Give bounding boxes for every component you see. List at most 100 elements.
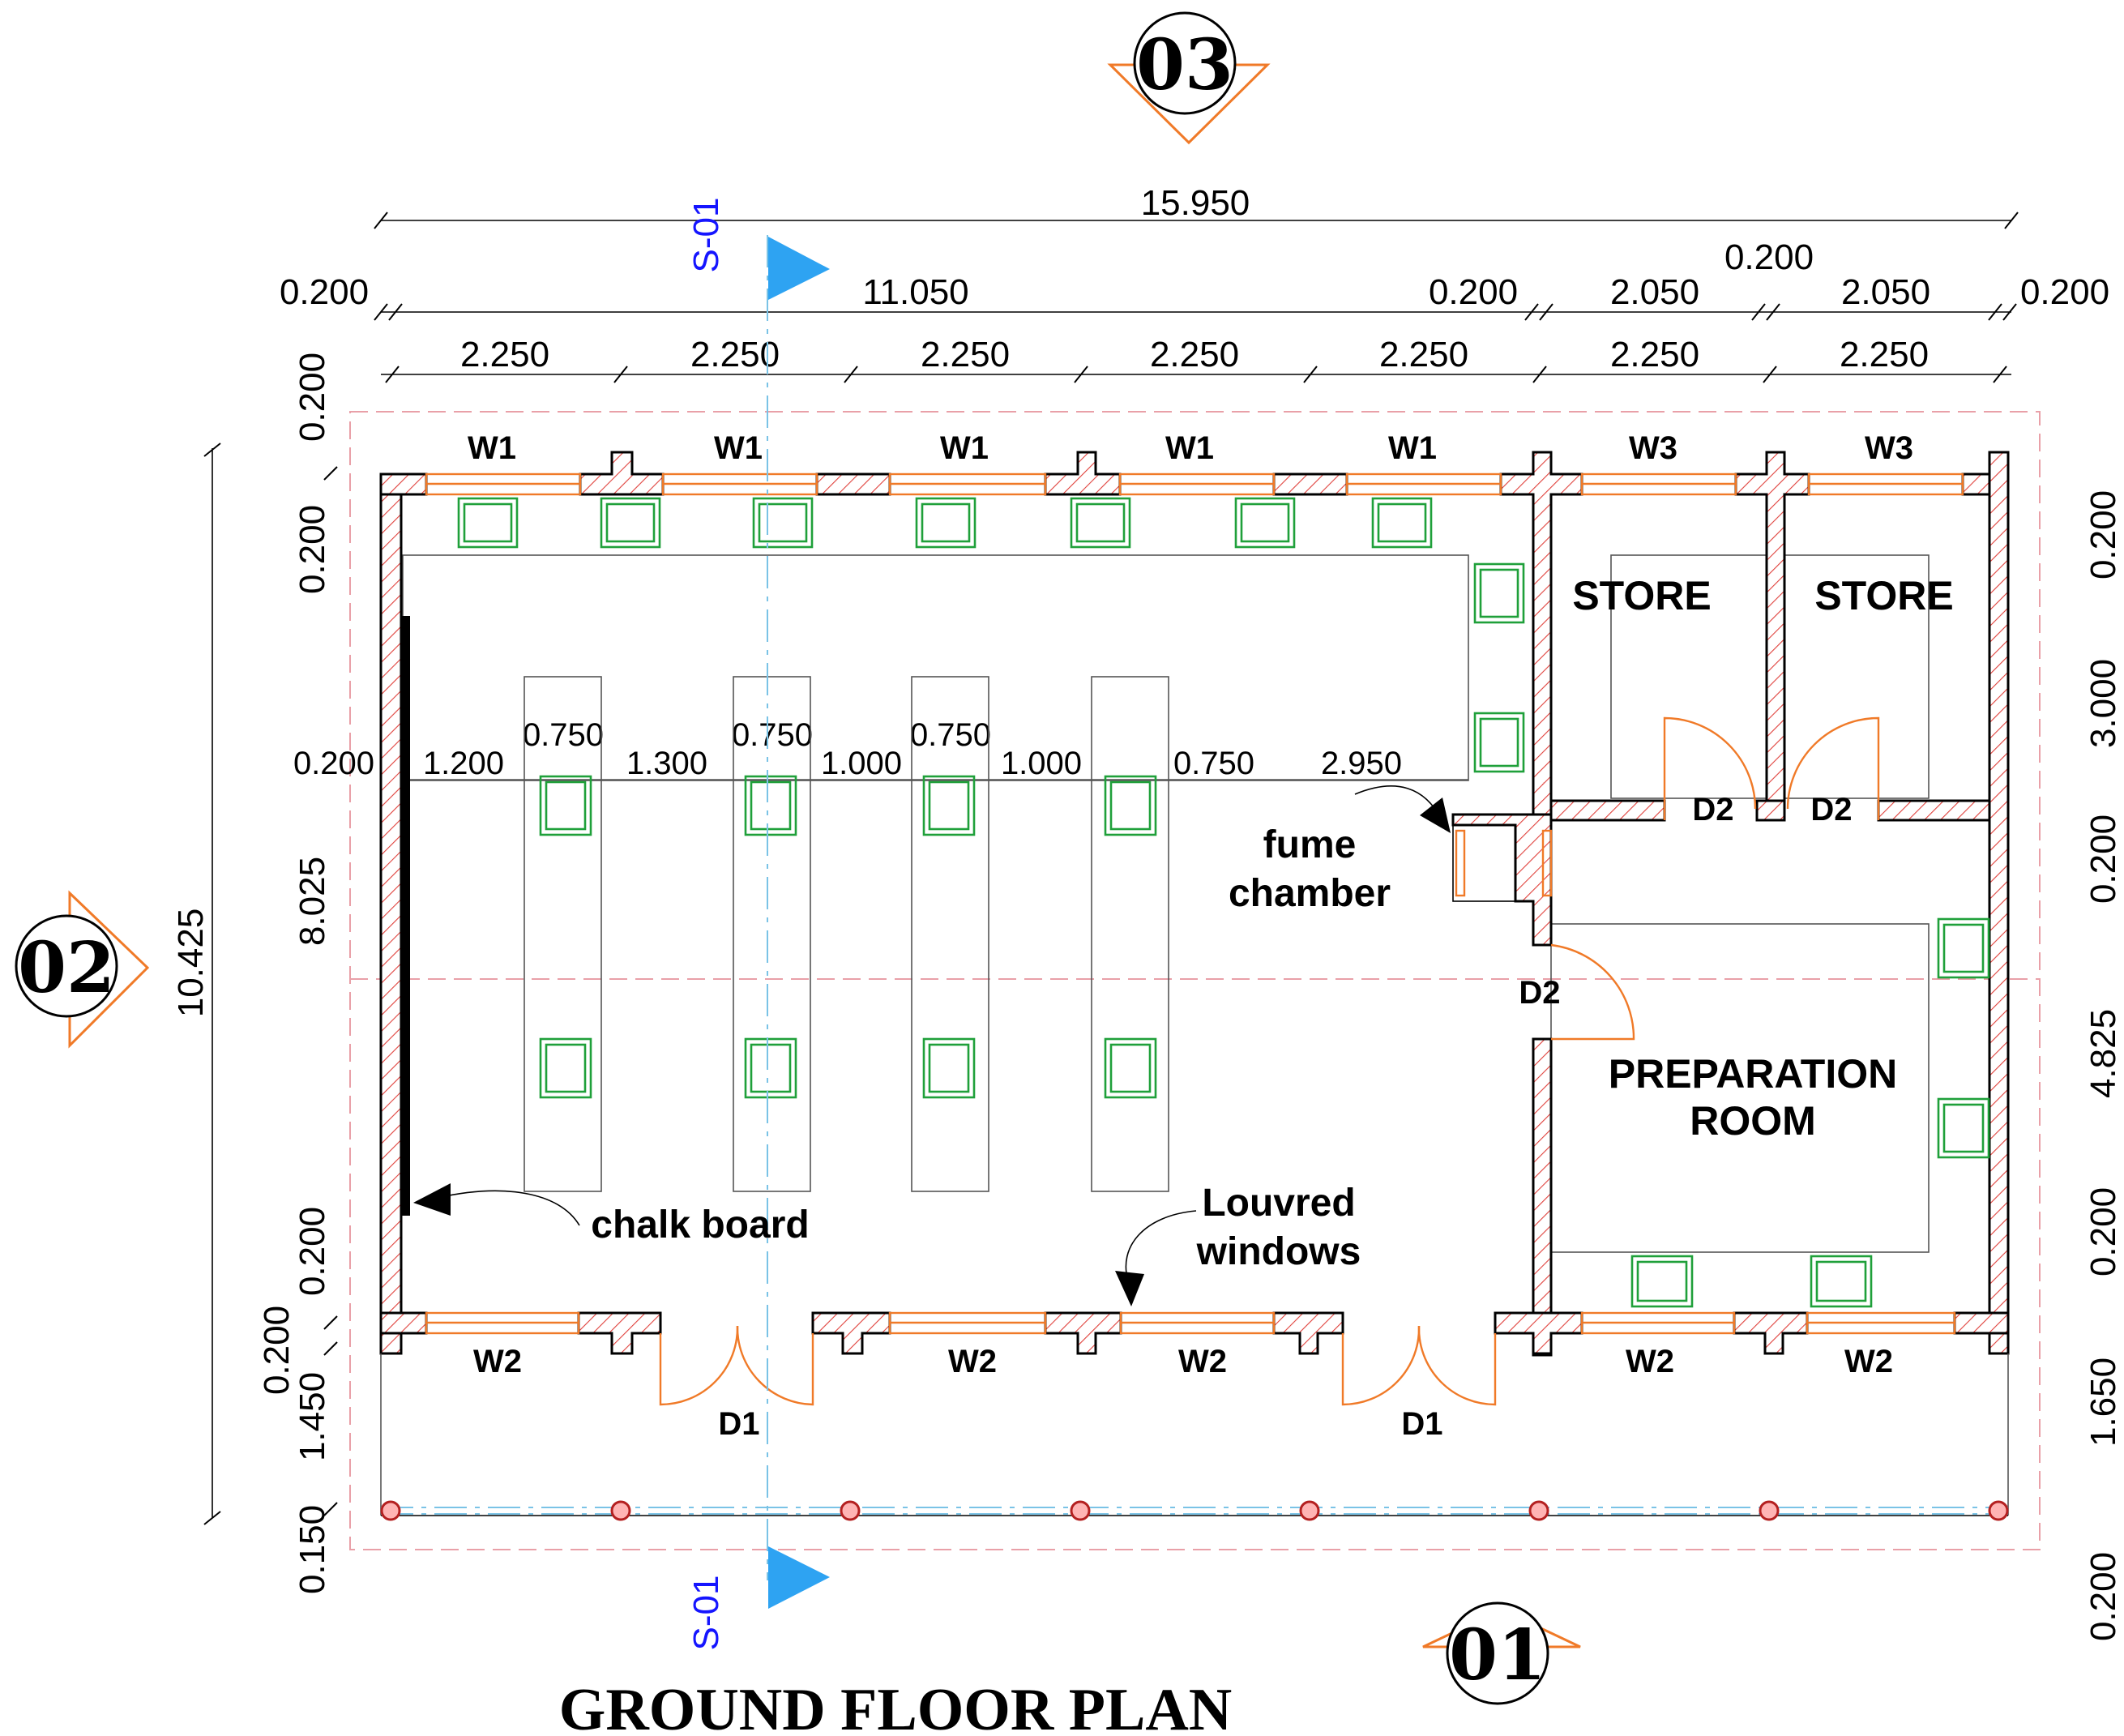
windows-top bbox=[425, 472, 1964, 496]
windows-bottom bbox=[425, 1311, 1956, 1335]
bench bbox=[733, 676, 811, 1192]
svg-text:0.200: 0.200 bbox=[1724, 237, 1814, 277]
svg-text:0.750: 0.750 bbox=[523, 717, 604, 753]
svg-text:chamber: chamber bbox=[1229, 872, 1391, 915]
section-marker-left: 02 bbox=[15, 890, 150, 1049]
svg-text:W2: W2 bbox=[1178, 1344, 1227, 1379]
svg-text:W1: W1 bbox=[940, 430, 989, 466]
room-labels: STORE STORE PREPARATION ROOM bbox=[1572, 573, 1953, 1144]
dims-bench-upper: 0.750 0.750 0.750 bbox=[523, 717, 991, 753]
svg-text:2.250: 2.250 bbox=[460, 335, 549, 374]
svg-text:W1: W1 bbox=[1165, 430, 1214, 466]
fixtures bbox=[457, 497, 1990, 1308]
door-labels: D1 D1 D2 D2 D2 bbox=[718, 792, 1852, 1442]
dim-overall-depth: 10.425 bbox=[171, 909, 211, 1018]
svg-text:1.650: 1.650 bbox=[2083, 1358, 2123, 1447]
svg-text:0.200: 0.200 bbox=[293, 1207, 332, 1296]
svg-text:windows: windows bbox=[1196, 1230, 1361, 1273]
svg-text:D2: D2 bbox=[1810, 792, 1852, 827]
dims-grid-row: 2.250 2.250 2.250 2.250 2.250 2.250 2.25… bbox=[460, 335, 1929, 374]
svg-text:0.200: 0.200 bbox=[2020, 272, 2109, 312]
fume-chamber bbox=[1452, 824, 1553, 902]
section-arrow-bottom bbox=[768, 1546, 830, 1609]
svg-text:2.250: 2.250 bbox=[1379, 335, 1468, 374]
section-arrow-top bbox=[768, 237, 830, 300]
dimension-lines bbox=[203, 212, 2019, 1525]
svg-text:1.000: 1.000 bbox=[821, 746, 902, 781]
svg-text:0.200: 0.200 bbox=[293, 505, 332, 594]
svg-text:PREPARATION: PREPARATION bbox=[1609, 1051, 1898, 1097]
svg-text:0.750: 0.750 bbox=[910, 717, 991, 753]
svg-text:01: 01 bbox=[1449, 1614, 1546, 1696]
svg-text:2.250: 2.250 bbox=[1610, 335, 1699, 374]
annotations: fume chamber chalk board Louvred windows bbox=[413, 785, 1451, 1306]
dims-left-column: 0.200 0.200 8.025 0.200 0.200 1.450 0.15… bbox=[257, 353, 332, 1594]
svg-text:0.200: 0.200 bbox=[257, 1306, 297, 1395]
svg-text:0.200: 0.200 bbox=[293, 746, 374, 781]
svg-text:02: 02 bbox=[18, 927, 115, 1009]
svg-text:0.200: 0.200 bbox=[293, 353, 332, 442]
svg-text:03: 03 bbox=[1136, 24, 1233, 106]
section-marker-top: 03 bbox=[1107, 11, 1271, 145]
svg-text:W1: W1 bbox=[714, 430, 763, 466]
svg-text:4.825: 4.825 bbox=[2083, 1009, 2123, 1098]
svg-text:2.250: 2.250 bbox=[690, 335, 780, 374]
svg-text:2.250: 2.250 bbox=[1150, 335, 1239, 374]
svg-text:W2: W2 bbox=[473, 1344, 522, 1379]
svg-text:2.250: 2.250 bbox=[921, 335, 1010, 374]
svg-text:2.050: 2.050 bbox=[1610, 272, 1699, 312]
svg-text:Louvred: Louvred bbox=[1202, 1182, 1355, 1225]
section-cut-label-bottom: S-01 bbox=[686, 1576, 726, 1651]
dims-bench-lower: 0.200 1.200 1.300 1.000 1.000 0.750 2.95… bbox=[293, 746, 1402, 781]
svg-text:chalk board: chalk board bbox=[591, 1204, 809, 1246]
svg-text:1.300: 1.300 bbox=[626, 746, 707, 781]
svg-text:W2: W2 bbox=[1844, 1344, 1893, 1379]
svg-text:0.200: 0.200 bbox=[2083, 815, 2123, 904]
svg-text:0.200: 0.200 bbox=[2083, 1187, 2123, 1276]
svg-text:0.150: 0.150 bbox=[293, 1505, 332, 1594]
svg-text:fume: fume bbox=[1263, 823, 1357, 866]
lab-benches bbox=[524, 676, 1169, 1192]
dim-overall-width: 15.950 bbox=[1141, 183, 1250, 223]
svg-text:1.450: 1.450 bbox=[293, 1372, 332, 1461]
dims-right-column: 0.200 3.000 0.200 4.825 0.200 1.650 0.20… bbox=[2083, 490, 2123, 1641]
svg-text:0.750: 0.750 bbox=[732, 717, 813, 753]
svg-text:0.750: 0.750 bbox=[1173, 746, 1254, 781]
chalk-board bbox=[402, 616, 410, 1216]
veranda bbox=[380, 1353, 2009, 1521]
svg-text:0.200: 0.200 bbox=[2083, 1552, 2123, 1641]
svg-text:0.200: 0.200 bbox=[1429, 272, 1518, 312]
drawing-title: GROUND FLOOR PLAN bbox=[559, 1677, 1232, 1736]
svg-text:3.000: 3.000 bbox=[2083, 659, 2123, 748]
doors bbox=[659, 716, 1880, 1406]
svg-text:D2: D2 bbox=[1692, 792, 1733, 827]
svg-text:1.000: 1.000 bbox=[1001, 746, 1082, 781]
svg-text:W1: W1 bbox=[468, 430, 516, 466]
svg-text:0.200: 0.200 bbox=[280, 272, 369, 312]
svg-text:11.050: 11.050 bbox=[862, 272, 968, 312]
svg-text:STORE: STORE bbox=[1572, 573, 1711, 618]
svg-text:W2: W2 bbox=[948, 1344, 997, 1379]
svg-text:W3: W3 bbox=[1865, 430, 1913, 466]
svg-text:1.200: 1.200 bbox=[423, 746, 504, 781]
svg-text:W1: W1 bbox=[1388, 430, 1437, 466]
svg-text:D1: D1 bbox=[1401, 1406, 1442, 1442]
svg-text:2.050: 2.050 bbox=[1841, 272, 1930, 312]
svg-text:2.950: 2.950 bbox=[1321, 746, 1402, 781]
svg-text:2.250: 2.250 bbox=[1840, 335, 1929, 374]
dims-top-row: 0.200 11.050 0.200 2.050 0.200 2.050 0.2… bbox=[280, 237, 2109, 312]
svg-text:ROOM: ROOM bbox=[1690, 1098, 1816, 1144]
svg-text:W3: W3 bbox=[1629, 430, 1677, 466]
section-cut-label-top: S-01 bbox=[686, 198, 726, 273]
svg-text:D1: D1 bbox=[718, 1406, 759, 1442]
plot-boundary bbox=[349, 411, 2041, 1550]
walls bbox=[379, 451, 2010, 1357]
svg-text:D2: D2 bbox=[1519, 975, 1560, 1011]
svg-text:STORE: STORE bbox=[1814, 573, 1953, 618]
section-marker-bottom: 01 bbox=[1422, 1601, 1581, 1705]
bench bbox=[1091, 676, 1169, 1192]
svg-text:8.025: 8.025 bbox=[293, 857, 332, 946]
bench bbox=[524, 676, 602, 1192]
svg-text:0.200: 0.200 bbox=[2083, 490, 2123, 579]
